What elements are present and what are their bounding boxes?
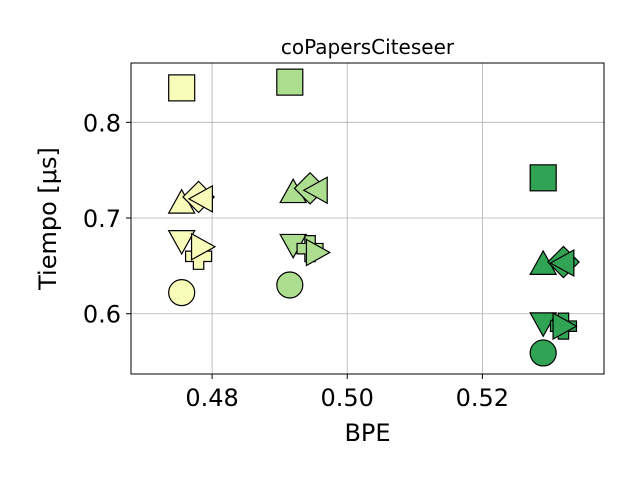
data-point-triangle-left: [549, 248, 575, 278]
data-point-square: [276, 68, 304, 96]
axis-ticks: 0.48 0.50 0.52 0.6 0.7 0.8: [83, 109, 509, 412]
x-axis-label: BPE: [344, 419, 390, 447]
y-tick-label: 0.7: [83, 205, 121, 233]
y-tick-label: 0.8: [83, 109, 121, 137]
x-tick-label: 0.50: [321, 384, 374, 412]
plot-area-frame: [130, 62, 605, 375]
x-tick-label: 0.52: [456, 384, 509, 412]
data-markers: [167, 68, 580, 367]
y-axis-label: Tiempo [μs]: [34, 147, 62, 291]
x-tick-label: 0.48: [185, 384, 238, 412]
data-point-triangle-down: [167, 229, 196, 256]
data-point-triangle-left: [187, 184, 213, 213]
data-point-triangle-right: [190, 232, 217, 261]
data-point-circle: [276, 271, 304, 299]
data-point-circle: [168, 279, 196, 307]
data-point-triangle-right: [305, 238, 332, 267]
y-tick-label: 0.6: [83, 301, 121, 329]
data-point-square: [529, 164, 557, 192]
grid-lines: [131, 63, 604, 374]
chart-title: coPapersCiteseer: [281, 35, 455, 59]
data-point-triangle-down: [529, 312, 558, 338]
data-point-square: [168, 74, 196, 102]
data-point-triangle-left: [302, 176, 328, 205]
data-point-triangle-right: [552, 312, 578, 341]
data-point-circle: [529, 339, 557, 367]
